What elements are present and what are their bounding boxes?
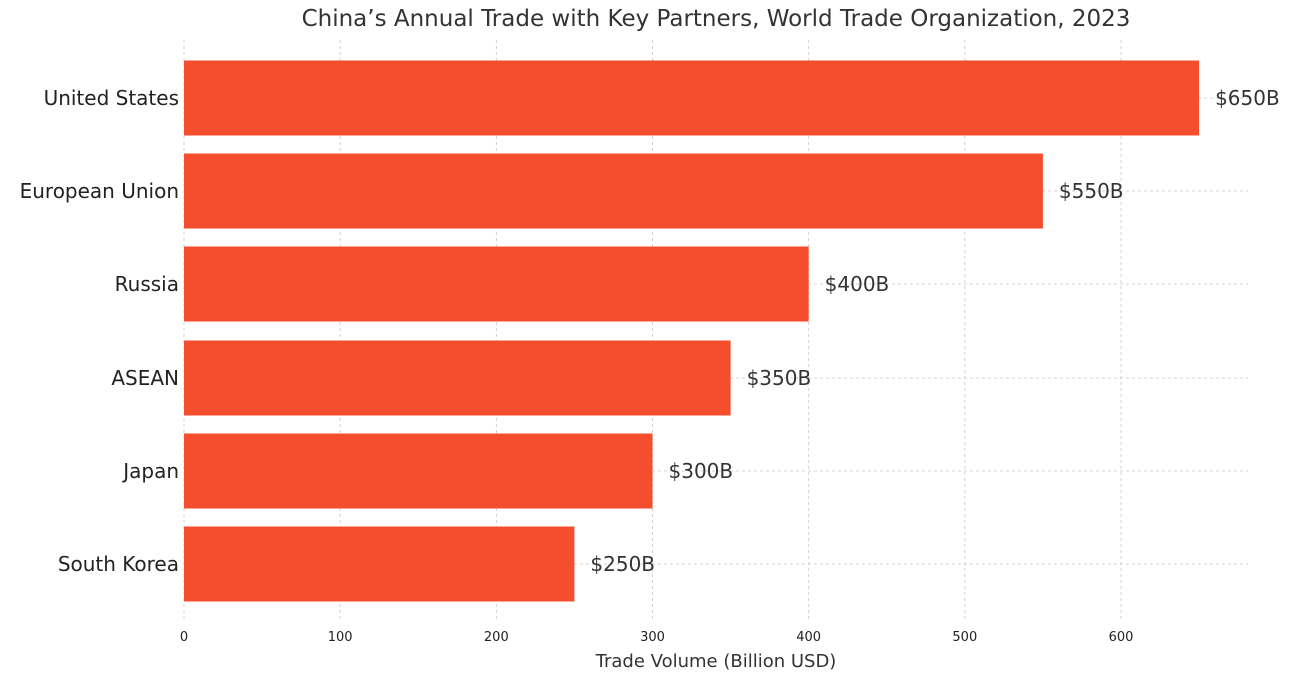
category-labels: United States European Union Russia ASEAN Ja… <box>20 86 179 576</box>
category-label: ASEAN <box>111 366 179 390</box>
category-label: South Korea <box>58 552 179 576</box>
data-label: $650B <box>1215 86 1280 110</box>
x-tick-label: 600 <box>1109 630 1134 645</box>
data-label: $300B <box>669 459 734 483</box>
x-tick-label: 400 <box>796 630 821 645</box>
bar <box>184 246 809 322</box>
category-label: Russia <box>115 272 179 296</box>
x-tick-label: 200 <box>484 630 509 645</box>
value-labels: $650B $550B $400B $350B $300B $250B <box>590 86 1279 576</box>
bars <box>184 60 1200 602</box>
bar <box>184 433 653 509</box>
data-label: $350B <box>747 366 812 390</box>
category-label: United States <box>44 86 179 110</box>
grid <box>183 40 1248 622</box>
x-axis-label: Trade Volume (Billion USD) <box>595 651 837 672</box>
x-tick-label: 300 <box>640 630 665 645</box>
bar <box>184 153 1043 229</box>
bar <box>184 340 731 416</box>
data-label: $250B <box>590 552 655 576</box>
bar <box>184 526 575 602</box>
bar <box>184 60 1200 136</box>
category-label: European Union <box>20 179 179 203</box>
chart-title: China’s Annual Trade with Key Partners, … <box>302 6 1131 32</box>
x-tick-label: 500 <box>952 630 977 645</box>
data-label: $550B <box>1059 179 1124 203</box>
x-tick-label: 100 <box>328 630 353 645</box>
x-axis-ticks: 0 100 200 300 400 500 600 <box>180 630 1134 645</box>
data-label: $400B <box>825 272 890 296</box>
category-label: Japan <box>121 459 179 483</box>
x-tick-label: 0 <box>180 630 188 645</box>
